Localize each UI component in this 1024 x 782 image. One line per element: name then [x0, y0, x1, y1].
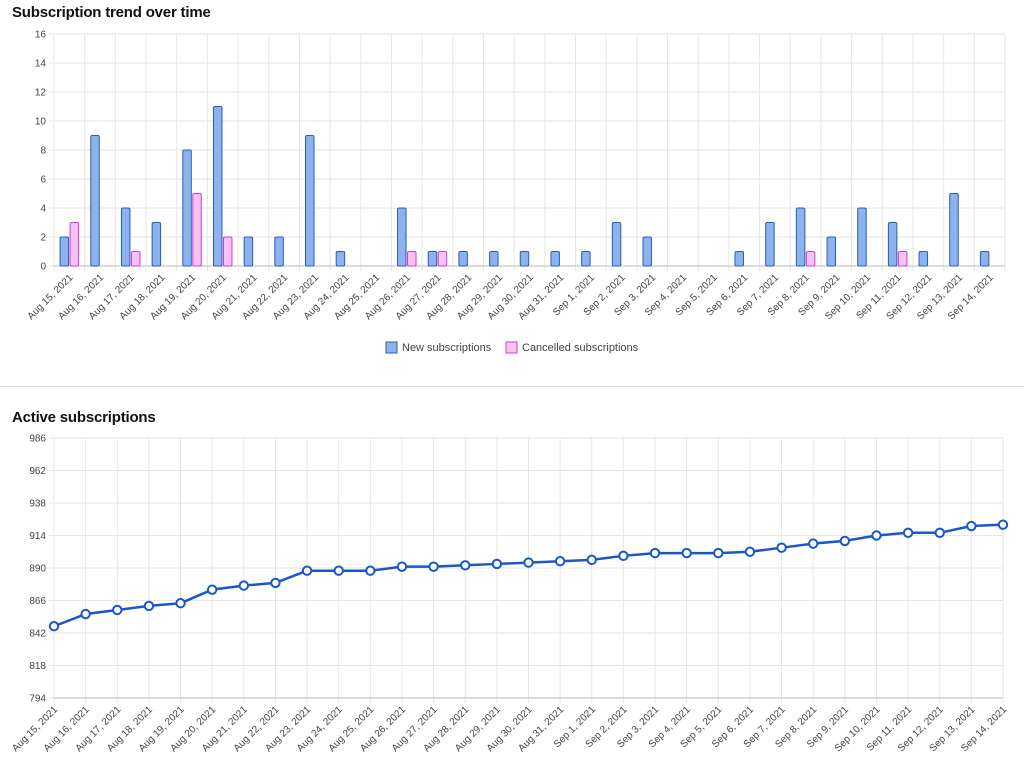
data-point: [586, 554, 597, 566]
bar-new-subscriptions: [120, 207, 131, 267]
data-point: [808, 538, 819, 549]
chart2-title: Active subscriptions: [12, 409, 156, 426]
data-point: [428, 561, 439, 572]
bar-new-subscriptions: [550, 251, 560, 267]
y-tick-label: 10: [35, 117, 47, 128]
legend-label-cancelled: Cancelled subscriptions: [522, 342, 639, 354]
bar-cancelled-subscriptions: [192, 193, 202, 267]
legend-label-new: New subscriptions: [402, 342, 492, 354]
data-point: [365, 565, 376, 576]
bar-cancelled-subscriptions: [897, 251, 908, 267]
data-point: [175, 598, 186, 609]
bar-new-subscriptions: [979, 251, 990, 267]
bar-cancelled-subscriptions: [805, 251, 816, 267]
bar-new-subscriptions: [182, 149, 192, 267]
legend-swatch-cancelled: [505, 341, 518, 354]
y-tick-label: 866: [29, 596, 46, 607]
data-point: [681, 547, 692, 559]
data-point: [143, 600, 155, 612]
bar-cancelled-subscriptions: [130, 251, 141, 267]
data-point: [523, 557, 534, 568]
y-tick-label: 4: [40, 204, 46, 215]
bar-new-subscriptions: [611, 222, 622, 267]
bar-new-subscriptions: [949, 193, 959, 267]
section-divider: [0, 386, 1024, 387]
y-tick-label: 914: [29, 531, 46, 542]
data-point: [333, 565, 344, 576]
data-point: [554, 556, 566, 567]
legend-swatch-new: [385, 341, 398, 354]
bar-new-subscriptions: [857, 207, 867, 267]
bar-new-subscriptions: [795, 207, 806, 267]
bar-new-subscriptions: [458, 251, 468, 267]
y-tick-label: 16: [35, 30, 47, 41]
y-tick-label: 890: [29, 564, 46, 575]
bar-cancelled-subscriptions: [407, 251, 417, 267]
chart1-title: Subscription trend over time: [12, 4, 211, 21]
bar-new-subscriptions: [335, 251, 346, 267]
bar-new-subscriptions: [581, 251, 591, 267]
bar-new-subscriptions: [305, 135, 315, 267]
y-tick-label: 842: [29, 629, 46, 640]
data-point: [396, 561, 408, 572]
bar-new-subscriptions: [734, 251, 744, 267]
bar-new-subscriptions: [765, 222, 775, 267]
data-point: [997, 519, 1009, 530]
y-tick-label: 962: [29, 466, 46, 477]
data-point: [301, 565, 313, 576]
bar-new-subscriptions: [243, 236, 254, 267]
data-point: [713, 547, 724, 559]
data-point: [112, 604, 123, 616]
chart2-grid: [49, 437, 1004, 703]
data-point: [238, 580, 250, 591]
y-tick-label: 8: [40, 146, 46, 157]
data-point: [744, 546, 756, 557]
bar-new-subscriptions: [489, 251, 499, 267]
bar-cancelled-subscriptions: [69, 222, 80, 267]
data-point: [460, 560, 471, 571]
bar-cancelled-subscriptions: [222, 236, 233, 267]
bar-new-subscriptions: [427, 251, 438, 267]
bar-new-subscriptions: [59, 236, 70, 267]
bar-new-subscriptions: [642, 236, 652, 267]
bar-cancelled-subscriptions: [437, 251, 448, 267]
y-tick-label: 6: [40, 175, 46, 186]
data-point: [80, 608, 91, 620]
data-point: [206, 584, 218, 595]
y-tick-label: 12: [35, 88, 47, 99]
bar-new-subscriptions: [826, 236, 837, 267]
bar-new-subscriptions: [918, 251, 929, 267]
y-tick-label: 818: [29, 661, 46, 672]
bar-new-subscriptions: [212, 106, 223, 267]
chart1-grid: [49, 33, 1006, 271]
data-point: [776, 542, 787, 553]
y-tick-label: 0: [40, 262, 46, 273]
data-point: [618, 550, 629, 562]
data-point: [270, 577, 281, 589]
data-point: [966, 520, 977, 532]
y-tick-label: 794: [29, 694, 46, 705]
data-point: [871, 530, 882, 541]
bar-new-subscriptions: [519, 251, 530, 267]
y-tick-label: 986: [29, 434, 46, 445]
data-point: [934, 527, 945, 538]
data-point: [902, 527, 914, 538]
bar-new-subscriptions: [397, 207, 407, 267]
data-point: [649, 547, 661, 559]
data-point: [491, 558, 503, 570]
y-tick-label: 938: [29, 499, 46, 510]
bar-new-subscriptions: [274, 236, 284, 267]
chart1-legend: New subscriptions Cancelled subscriptions: [385, 341, 639, 354]
data-point: [839, 535, 851, 547]
bar-new-subscriptions: [151, 222, 162, 267]
y-tick-label: 2: [40, 233, 46, 244]
bar-new-subscriptions: [90, 135, 100, 267]
data-point: [48, 621, 60, 632]
bar-new-subscriptions: [887, 222, 898, 267]
y-tick-label: 14: [35, 59, 47, 70]
